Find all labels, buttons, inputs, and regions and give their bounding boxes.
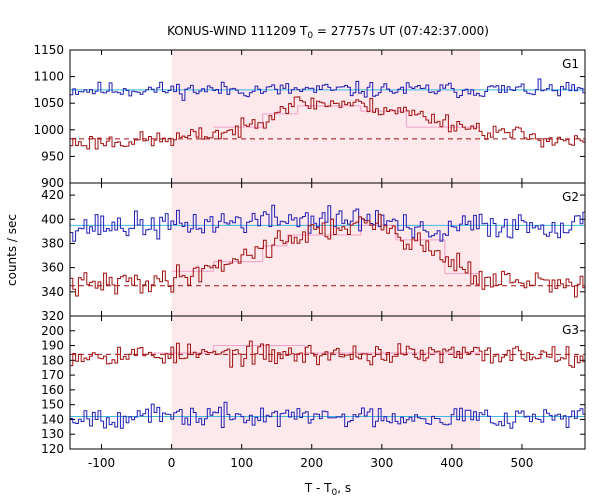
label-layer: KONUS-WIND 111209 T0 = 27757s UT (07:42:… — [5, 24, 489, 498]
series-red-histogram — [70, 213, 585, 298]
y-tick-label: 140 — [41, 412, 64, 426]
y-tick-label: 900 — [41, 176, 64, 190]
y-tick-label: 950 — [41, 149, 64, 163]
x-tick-label: 100 — [230, 456, 253, 470]
y-tick-label: 360 — [41, 261, 64, 275]
y-tick-label: 400 — [41, 212, 64, 226]
x-tick-label: 200 — [300, 456, 323, 470]
y-tick-label: 340 — [41, 285, 64, 299]
y-tick-label: 130 — [41, 427, 64, 441]
series-blue-histogram — [70, 78, 585, 101]
panel-g3-plot — [70, 340, 585, 429]
y-tick-label: 320 — [41, 309, 64, 323]
y-tick-label: 200 — [41, 324, 64, 338]
shade-layer — [171, 50, 480, 449]
series-red-histogram — [70, 340, 585, 368]
chart-title: KONUS-WIND 111209 T0 = 27757s UT (07:42:… — [167, 24, 489, 41]
series-blue-histogram — [70, 401, 585, 429]
y-tick-label: 190 — [41, 339, 64, 353]
y-tick-label: 1050 — [33, 96, 64, 110]
frame-layer: G1 G2 G3 — [69, 49, 586, 450]
x-tick-label: 0 — [168, 456, 176, 470]
y-tick-label: 120 — [41, 442, 64, 456]
y-tick-label: 1000 — [33, 123, 64, 137]
y-tick-label: 420 — [41, 188, 64, 202]
panel-label: G3 — [562, 323, 579, 337]
y-tick-label: 1150 — [33, 43, 64, 57]
y-tick-label: 1100 — [33, 70, 64, 84]
shaded-interval — [171, 50, 480, 449]
panel-label: G2 — [562, 190, 579, 204]
x-tick-label: -100 — [88, 456, 115, 470]
panel-g1-plot — [70, 78, 585, 150]
y-axis-label: counts / sec — [5, 214, 19, 286]
panel-g2-plot — [70, 204, 585, 298]
y-tick-label: 170 — [41, 368, 64, 382]
panel-frame — [69, 315, 586, 450]
tick-layer: 9009501000105011001150320340360380400420… — [33, 43, 585, 470]
y-tick-label: 160 — [41, 383, 64, 397]
x-tick-label: 500 — [510, 456, 533, 470]
panel-label: G1 — [562, 57, 579, 71]
series-blue-histogram — [70, 204, 585, 242]
y-tick-label: 150 — [41, 398, 64, 412]
series-red-histogram — [70, 96, 585, 150]
series-layer — [70, 78, 585, 429]
x-tick-label: 300 — [370, 456, 393, 470]
x-axis-label: T - T0, s — [304, 481, 351, 498]
x-tick-label: 400 — [440, 456, 463, 470]
y-tick-label: 380 — [41, 236, 64, 250]
y-tick-label: 180 — [41, 353, 64, 367]
